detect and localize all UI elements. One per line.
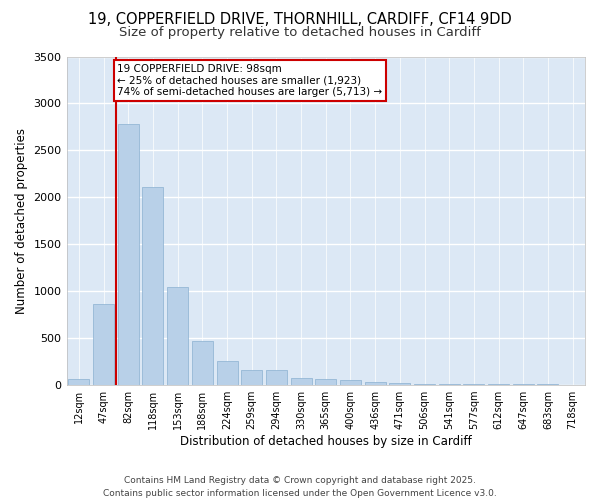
Bar [315,379,336,384]
Bar [266,370,287,384]
Bar [192,342,213,384]
Bar [68,379,89,384]
X-axis label: Distribution of detached houses by size in Cardiff: Distribution of detached houses by size … [180,434,472,448]
Text: Contains HM Land Registry data © Crown copyright and database right 2025.
Contai: Contains HM Land Registry data © Crown c… [103,476,497,498]
Bar [93,304,114,384]
Bar [118,124,139,384]
Bar [217,361,238,384]
Bar [389,382,410,384]
Text: Size of property relative to detached houses in Cardiff: Size of property relative to detached ho… [119,26,481,39]
Bar [340,380,361,384]
Bar [365,382,386,384]
Text: 19 COPPERFIELD DRIVE: 98sqm
← 25% of detached houses are smaller (1,923)
74% of : 19 COPPERFIELD DRIVE: 98sqm ← 25% of det… [117,64,382,97]
Bar [290,378,311,384]
Bar [241,370,262,384]
Bar [167,287,188,384]
Bar [142,187,163,384]
Text: 19, COPPERFIELD DRIVE, THORNHILL, CARDIFF, CF14 9DD: 19, COPPERFIELD DRIVE, THORNHILL, CARDIF… [88,12,512,28]
Y-axis label: Number of detached properties: Number of detached properties [15,128,28,314]
